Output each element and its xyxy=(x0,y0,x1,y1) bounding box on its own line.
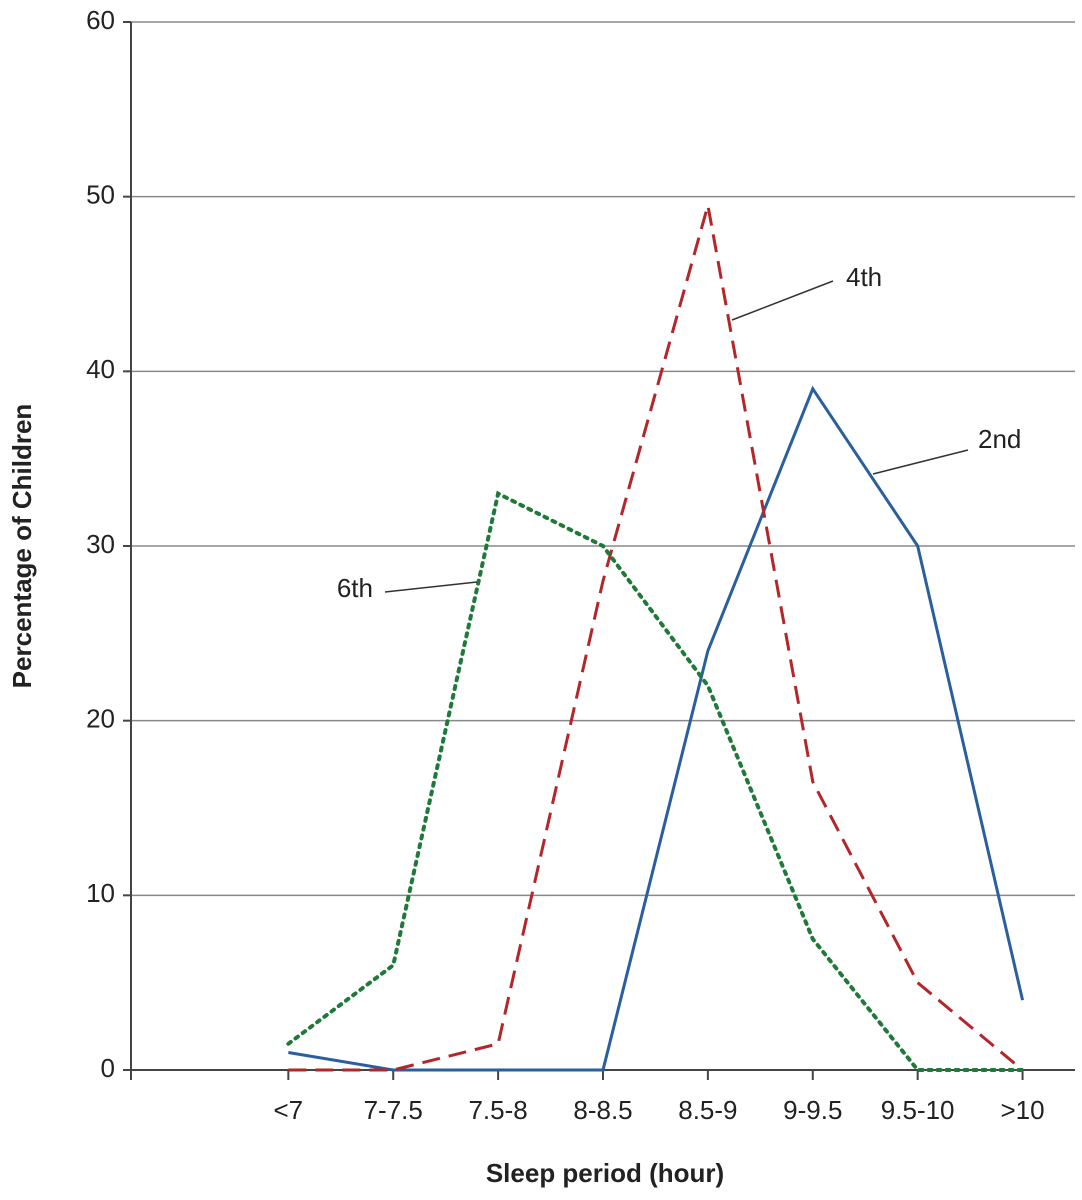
series-line xyxy=(286,490,1025,1072)
series-label-leader xyxy=(731,280,834,321)
series-label: 2nd xyxy=(978,424,1021,454)
x-axis-label: Sleep period (hour) xyxy=(486,1158,724,1188)
y-tick-label: 30 xyxy=(86,529,115,559)
series-label-leader xyxy=(872,449,969,475)
x-tick-label: 9-9.5 xyxy=(783,1095,842,1125)
x-tick-label: 8-8.5 xyxy=(573,1095,632,1125)
series-label: 6th xyxy=(337,573,373,603)
y-axis-label: Percentage of Children xyxy=(7,404,37,689)
x-tick-label: 7.5-8 xyxy=(468,1095,527,1125)
series-label: 4th xyxy=(846,262,882,292)
y-tick-label: 50 xyxy=(86,180,115,210)
y-tick-label: 10 xyxy=(86,878,115,908)
y-tick-label: 20 xyxy=(86,704,115,734)
x-tick-label: 7-7.5 xyxy=(364,1095,423,1125)
y-tick-label: 0 xyxy=(101,1053,115,1083)
series-label-leader xyxy=(384,581,478,593)
series-line xyxy=(288,204,1024,1072)
x-tick-label: <7 xyxy=(274,1095,304,1125)
x-tick-label: 8.5-9 xyxy=(678,1095,737,1125)
y-tick-label: 40 xyxy=(86,354,115,384)
x-tick-label: 9.5-10 xyxy=(881,1095,955,1125)
x-tick-label: >10 xyxy=(1001,1095,1045,1125)
y-tick-label: 60 xyxy=(86,5,115,35)
series-line xyxy=(288,385,1025,1072)
